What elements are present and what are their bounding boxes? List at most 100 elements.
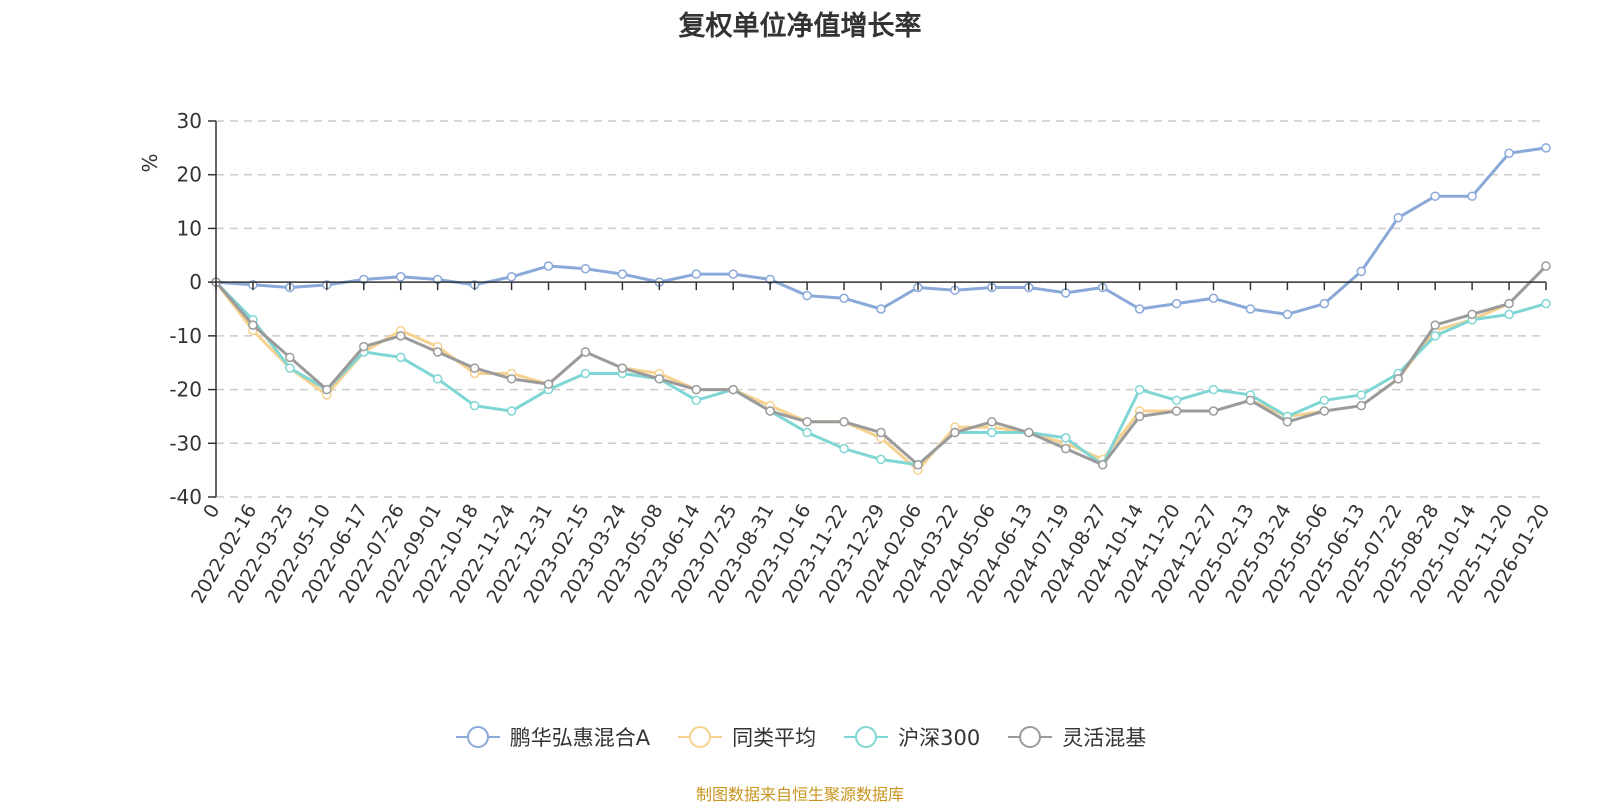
data-point: [506, 272, 517, 282]
source-note: 制图数据来自恒生聚源数据库: [695, 785, 904, 804]
data-point: [285, 352, 295, 363]
data-point: [1060, 433, 1071, 443]
data-point: [359, 341, 369, 352]
legend-item-3[interactable]: 灵活混基: [1006, 722, 1146, 752]
y-tick-label: -20: [169, 378, 202, 402]
data-point: [395, 331, 406, 341]
data-point: [395, 352, 406, 363]
data-point: [1245, 395, 1256, 406]
data-point: [432, 374, 443, 384]
data-point: [1208, 384, 1219, 395]
chart-title: 复权单位净值增长率: [678, 11, 922, 42]
legend-marker-icon: [1008, 726, 1053, 748]
data-point: [1319, 406, 1330, 416]
data-point: [543, 261, 554, 271]
data-point: [1430, 320, 1440, 330]
data-point: [543, 379, 554, 389]
data-point: [1024, 427, 1034, 438]
data-point: [1319, 298, 1330, 309]
legend-item-0[interactable]: 鹏华弘惠混合A: [454, 722, 650, 752]
data-point: [691, 269, 702, 279]
data-point: [802, 417, 812, 427]
data-point: [950, 427, 960, 438]
y-tick-label: 0: [189, 270, 202, 294]
data-point: [728, 269, 738, 279]
data-point: [395, 272, 406, 282]
data-point: [987, 427, 997, 438]
data-point: [876, 427, 886, 438]
legend: 鹏华弘惠混合A 同类平均 沪深300 灵活混基: [0, 722, 1600, 752]
legend-item-1[interactable]: 同类平均: [676, 722, 816, 752]
data-point: [691, 395, 702, 406]
data-point: [839, 417, 849, 427]
data-point: [1393, 212, 1403, 223]
data-point: [1504, 298, 1514, 309]
data-point: [248, 320, 258, 330]
data-point: [285, 363, 295, 373]
data-point: [1171, 298, 1182, 309]
legend-item-2[interactable]: 沪深300: [842, 722, 980, 752]
data-point: [1282, 417, 1293, 427]
data-point: [1541, 261, 1551, 271]
data-point: [1134, 304, 1145, 314]
data-point: [876, 304, 886, 314]
data-point: [1541, 298, 1551, 309]
data-point: [322, 384, 332, 395]
y-tick-label: 20: [177, 163, 202, 187]
data-point: [839, 443, 849, 454]
data-point: [1245, 304, 1256, 314]
data-point: [1319, 395, 1330, 406]
data-point: [691, 384, 702, 395]
legend-marker-icon: [844, 726, 889, 748]
data-point: [1060, 443, 1071, 454]
y-tick-label: 30: [177, 109, 202, 133]
data-point: [617, 363, 628, 373]
legend-marker-icon: [678, 726, 723, 748]
data-point: [1097, 460, 1108, 470]
data-point: [802, 290, 812, 301]
data-point: [1208, 406, 1219, 416]
series-layer: [211, 143, 1551, 475]
data-point: [839, 293, 849, 304]
data-point: [1541, 143, 1551, 153]
y-tick-label: -40: [169, 485, 202, 509]
data-point: [1504, 309, 1514, 320]
data-point: [765, 406, 775, 416]
legend-label: 鹏华弘惠混合A: [509, 726, 651, 750]
data-point: [1356, 400, 1367, 411]
data-point: [506, 374, 517, 384]
data-point: [580, 347, 591, 357]
y-axis-label: %: [138, 153, 162, 172]
legend-label: 沪深300: [898, 726, 981, 750]
data-point: [1467, 191, 1477, 201]
legend-label: 灵活混基: [1062, 726, 1147, 750]
data-point: [802, 427, 812, 438]
data-point: [1171, 395, 1182, 406]
legend-marker-icon: [455, 726, 500, 748]
data-point: [1504, 148, 1514, 158]
data-point: [1356, 266, 1367, 277]
data-point: [1393, 374, 1403, 384]
legend-label: 同类平均: [732, 726, 817, 750]
y-tick-label: -30: [169, 431, 202, 455]
data-point: [617, 269, 628, 279]
grid-lines: [216, 120, 1546, 498]
axes: 3020100-10-20-30-4002022-02-162022-03-25…: [169, 109, 1554, 607]
data-point: [580, 368, 591, 379]
data-point: [469, 363, 480, 373]
data-point: [580, 263, 591, 274]
data-point: [1430, 331, 1440, 341]
y-tick-label: 10: [177, 216, 202, 240]
data-point: [987, 417, 997, 427]
data-point: [1171, 406, 1182, 416]
data-point: [1467, 309, 1477, 320]
y-tick-label: -10: [169, 324, 202, 348]
data-point: [1134, 411, 1145, 422]
data-point: [1208, 293, 1219, 304]
data-point: [1430, 191, 1440, 201]
data-point: [876, 454, 886, 465]
data-point: [432, 347, 443, 357]
data-point: [506, 406, 517, 416]
data-point: [1134, 384, 1145, 395]
